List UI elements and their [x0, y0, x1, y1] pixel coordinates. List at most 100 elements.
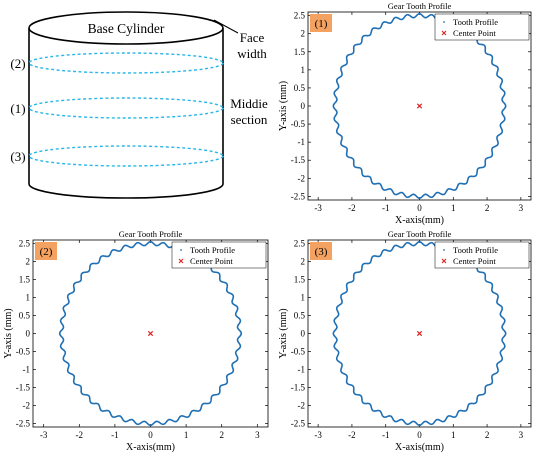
y-tick-label: -2.5: [291, 418, 306, 428]
legend-tooth-profile-label: Tooth Profile: [453, 245, 498, 255]
center-point-marker: [147, 330, 154, 337]
y-tick-label: -2: [298, 173, 306, 183]
middle-section-label-line1: Middie: [230, 96, 268, 111]
panel-badge: [310, 242, 332, 260]
x-tick-label: 1: [451, 430, 456, 440]
legend-center-point-marker: [441, 30, 447, 36]
x-axis-label: X-axis(mm): [395, 442, 444, 453]
face-width-label-line1: Face: [240, 30, 265, 45]
y-tick-label: 1: [301, 65, 306, 75]
y-tick-label: 1: [301, 293, 306, 303]
y-tick-label: -2.5: [291, 191, 306, 201]
y-tick-label: 1.5: [294, 47, 306, 57]
legend-tooth-profile-label: Tooth Profile: [453, 17, 498, 27]
legend-tooth-profile-marker: [443, 21, 445, 23]
x-tick-label: 1: [184, 430, 189, 440]
legend-tooth-profile-marker: [443, 249, 445, 251]
y-axis-label: Y-axis (mm): [3, 308, 14, 358]
section-1-ellipse: [28, 97, 224, 119]
plot-title: Gear Tooth Profile: [119, 229, 183, 239]
y-tick-label: 0: [26, 329, 31, 339]
x-tick-label: 0: [417, 430, 422, 440]
legend-center-point-label: Center Point: [453, 28, 496, 38]
center-point-marker: [416, 330, 423, 337]
middle-section-label-line2: section: [231, 112, 268, 127]
legend-center-point-marker: [178, 258, 184, 264]
y-tick-label: -1: [298, 137, 306, 147]
plot-title: Gear Tooth Profile: [388, 229, 452, 239]
y-tick-label: -2: [298, 400, 306, 410]
y-tick-label: -1.5: [291, 155, 306, 165]
y-tick-label: 1.5: [19, 275, 31, 285]
x-tick-label: 3: [255, 430, 260, 440]
cylinder-bottom-arc: [28, 183, 224, 199]
y-tick-label: -1: [23, 364, 31, 374]
y-tick-label: 0.5: [294, 83, 306, 93]
y-tick-label: -1.5: [16, 382, 31, 392]
legend-box: [171, 241, 267, 269]
y-tick-label: 0: [301, 101, 306, 111]
x-tick-label: 3: [519, 430, 524, 440]
x-tick-label: -1: [382, 203, 390, 213]
y-tick-label: -0.5: [291, 119, 306, 129]
y-tick-label: 2: [301, 29, 306, 39]
x-tick-label: -2: [348, 430, 356, 440]
legend-tooth-profile-marker: [180, 249, 182, 251]
x-tick-label: 0: [148, 430, 153, 440]
cylinder-title: Base Cylinder: [88, 21, 165, 36]
section-3-ellipse: [28, 145, 224, 167]
x-tick-label: 0: [417, 203, 422, 213]
panel-badge: [35, 242, 57, 260]
plot-panel-3: Gear Tooth Profile -3 -2 -1 0 1 2 3 -2.5 -2 -1.5 -1…: [278, 229, 532, 453]
x-tick-label: 2: [485, 203, 490, 213]
legend-center-point-label: Center Point: [190, 256, 233, 266]
x-tick-label: -3: [314, 430, 322, 440]
panel-badge: [310, 14, 332, 32]
section-label-3: (3): [10, 149, 25, 164]
panel-badge-label: (3): [315, 246, 328, 258]
center-point-marker: [416, 103, 423, 109]
y-tick-label: 1.5: [294, 275, 306, 285]
y-tick-label: -0.5: [16, 346, 31, 356]
panel-badge-label: (1): [315, 18, 328, 30]
x-tick-label: 1: [451, 203, 456, 213]
y-tick-label: 0: [301, 329, 306, 339]
section-2-ellipse: [28, 52, 224, 74]
x-tick-label: 2: [219, 430, 224, 440]
y-tick-label: 2.5: [294, 11, 306, 21]
x-axis-label: X-axis(mm): [126, 442, 175, 453]
y-tick-label: 2.5: [294, 239, 306, 249]
plot-panel-1: Gear Tooth Profile -3 -2 -1 0 1 2 3 -2.5 -2 -1.5 -1…: [278, 1, 532, 226]
face-width-leader-line: [213, 19, 239, 34]
y-tick-label: -1.5: [291, 382, 306, 392]
face-width-label-line2: width: [237, 46, 267, 61]
plot-panel-2: Gear Tooth Profile -3 -2 -1 0 1 2 3 -2.5 -2 -1.5 -1…: [3, 229, 269, 453]
y-tick-label: 2: [26, 257, 31, 267]
legend-center-point-marker: [441, 258, 447, 264]
x-tick-label: 3: [519, 203, 524, 213]
y-tick-label: -1: [298, 364, 306, 374]
y-tick-label: 0.5: [19, 311, 31, 321]
x-tick-label: -1: [111, 430, 119, 440]
y-tick-label: 0.5: [294, 311, 306, 321]
cylinder-diagram: Base Cylinder (2) (1) (3) Face width Mid…: [10, 11, 268, 199]
section-label-1: (1): [10, 101, 25, 116]
panel-badge-label: (2): [40, 246, 53, 258]
y-axis-label: Y-axis (mm): [278, 81, 289, 131]
legend-tooth-profile-label: Tooth Profile: [190, 245, 235, 255]
x-tick-label: -1: [382, 430, 390, 440]
y-tick-label: 2.5: [19, 239, 31, 249]
x-axis-label: X-axis(mm): [395, 215, 444, 226]
legend-box: [434, 13, 530, 41]
y-tick-label: -2.5: [16, 418, 31, 428]
legend-box: [434, 241, 530, 269]
section-label-2: (2): [10, 56, 25, 71]
y-axis-label: Y-axis (mm): [278, 308, 289, 358]
y-tick-label: 1: [26, 293, 31, 303]
x-tick-label: -2: [76, 430, 84, 440]
x-tick-label: 2: [485, 430, 490, 440]
x-tick-label: -3: [40, 430, 48, 440]
y-tick-label: -2: [23, 400, 31, 410]
